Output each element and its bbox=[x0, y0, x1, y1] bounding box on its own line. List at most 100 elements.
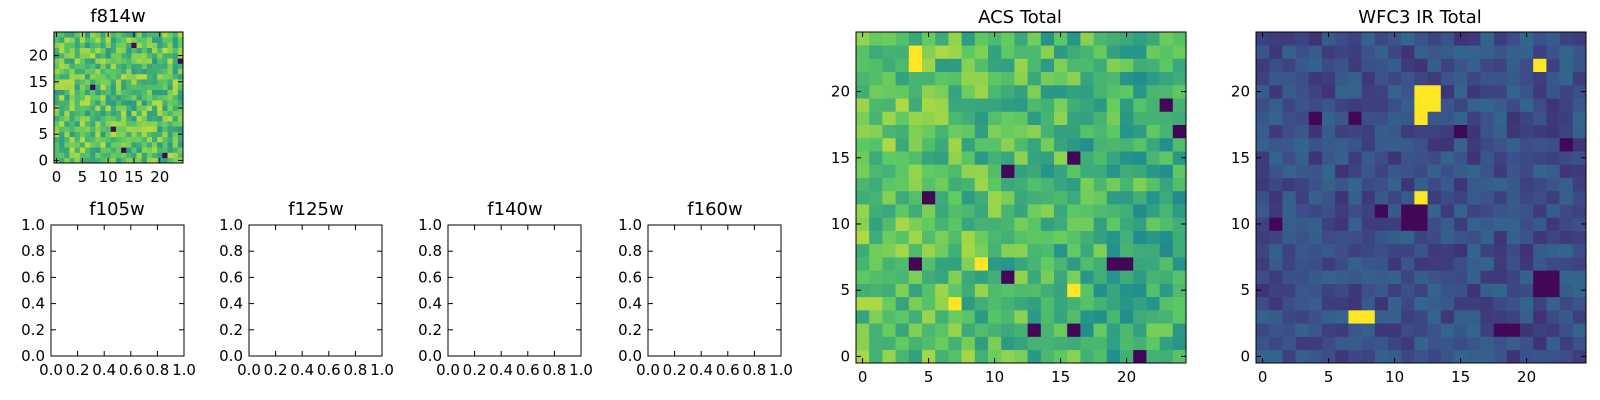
heatmap-cell bbox=[115, 63, 122, 69]
heatmap-cell bbox=[1493, 310, 1508, 324]
heatmap-cell bbox=[869, 98, 883, 112]
heatmap-cell bbox=[172, 157, 179, 164]
heatmap-cell bbox=[64, 42, 70, 49]
heatmap-cell bbox=[1014, 296, 1028, 311]
heatmap-cell bbox=[1146, 164, 1160, 178]
heatmap-cell bbox=[1067, 243, 1081, 258]
heatmap-cell bbox=[152, 105, 158, 111]
heatmap-cell bbox=[1106, 283, 1121, 298]
heatmap-cell bbox=[64, 100, 70, 106]
heatmap-cell bbox=[90, 47, 96, 54]
heatmap-cell bbox=[157, 126, 163, 132]
heatmap-cell bbox=[1427, 257, 1442, 271]
heatmap-cell bbox=[948, 296, 962, 311]
heatmap-cell bbox=[1067, 257, 1081, 271]
heatmap-cell bbox=[1533, 349, 1547, 364]
heatmap-cell bbox=[167, 126, 173, 132]
heatmap-cell bbox=[1427, 336, 1442, 351]
heatmap-cell bbox=[1027, 243, 1042, 258]
heatmap-cell bbox=[974, 124, 989, 139]
heatmap-cell bbox=[974, 217, 989, 231]
heatmap-cell bbox=[1572, 98, 1587, 112]
heatmap-cell bbox=[131, 63, 137, 69]
heatmap-cell bbox=[935, 111, 949, 125]
heatmap-cell bbox=[115, 105, 122, 111]
heatmap-cell bbox=[126, 136, 132, 143]
heatmap-cell bbox=[922, 296, 936, 311]
heatmap-cell bbox=[1374, 151, 1389, 165]
heatmap-cell bbox=[69, 73, 75, 80]
y-tick-label: 0 bbox=[38, 151, 48, 169]
heatmap-cell bbox=[1414, 71, 1428, 86]
heatmap-cell bbox=[988, 111, 1002, 125]
heatmap-cell bbox=[64, 84, 70, 90]
heatmap-cell bbox=[1295, 151, 1310, 165]
heatmap-cell bbox=[69, 131, 75, 138]
heatmap-cell bbox=[157, 63, 163, 69]
heatmap-cell bbox=[1335, 151, 1349, 165]
heatmap-cell bbox=[1322, 217, 1336, 231]
heatmap-cell bbox=[895, 164, 910, 178]
heatmap-cell bbox=[908, 204, 923, 218]
panel-title-acs-total: ACS Total bbox=[978, 7, 1062, 28]
heatmap-cell bbox=[1093, 124, 1108, 139]
heatmap-cell bbox=[95, 110, 101, 117]
heatmap-cell bbox=[974, 71, 989, 86]
heatmap-cell bbox=[136, 63, 143, 69]
heatmap-cell bbox=[856, 58, 870, 73]
heatmap-cell bbox=[1440, 230, 1455, 245]
heatmap-cell bbox=[1348, 58, 1362, 73]
heatmap-cell bbox=[64, 126, 70, 132]
heatmap-cell bbox=[1308, 296, 1323, 311]
heatmap-cell bbox=[1414, 32, 1428, 46]
heatmap-cell bbox=[1282, 336, 1296, 351]
heatmap-cell bbox=[1506, 349, 1521, 364]
heatmap-cell bbox=[895, 58, 910, 73]
heatmap-cell bbox=[1374, 243, 1389, 258]
heatmap-cell bbox=[948, 151, 962, 165]
y-tick-label: 10 bbox=[1231, 215, 1250, 233]
heatmap-cell bbox=[1256, 177, 1270, 192]
heatmap-cell bbox=[172, 42, 179, 49]
heatmap-cell bbox=[1559, 190, 1574, 205]
heatmap-cell bbox=[1427, 296, 1442, 311]
heatmap-cell bbox=[1308, 45, 1323, 59]
heatmap-cell bbox=[1401, 177, 1415, 192]
heatmap-cell bbox=[131, 115, 137, 122]
heatmap-cell bbox=[1172, 177, 1187, 192]
heatmap-cell bbox=[69, 42, 75, 49]
heatmap-cell bbox=[121, 142, 127, 148]
heatmap-cell bbox=[1027, 230, 1042, 245]
heatmap-cell bbox=[988, 283, 1002, 298]
heatmap-cell bbox=[95, 42, 101, 49]
heatmap-cell bbox=[1159, 217, 1174, 231]
heatmap-cell bbox=[1467, 58, 1481, 73]
heatmap-cell bbox=[1414, 283, 1428, 298]
heatmap-cell bbox=[1282, 98, 1296, 112]
heatmap-cell bbox=[121, 63, 127, 69]
y-tick-label: 0.2 bbox=[618, 321, 642, 339]
heatmap-cell bbox=[1520, 204, 1534, 218]
heatmap-cell bbox=[1120, 177, 1134, 192]
heatmap-cell bbox=[1040, 45, 1055, 59]
heatmap-cell bbox=[1172, 190, 1187, 205]
heatmap-cell bbox=[1467, 137, 1481, 152]
heatmap-cell bbox=[882, 45, 896, 59]
heatmap-cell bbox=[136, 94, 143, 101]
heatmap-cell bbox=[1361, 177, 1376, 192]
heatmap-cell bbox=[869, 190, 883, 205]
heatmap-cell bbox=[1133, 124, 1147, 139]
heatmap-cell bbox=[1401, 84, 1415, 99]
heatmap-cell bbox=[1080, 336, 1094, 351]
heatmap-cell bbox=[1520, 257, 1534, 271]
axes-frame-f105w bbox=[50, 224, 185, 357]
heatmap-cell bbox=[1480, 336, 1494, 351]
heatmap-cell bbox=[141, 47, 148, 54]
heatmap-cell bbox=[948, 137, 962, 152]
heatmap-cell bbox=[895, 32, 910, 46]
heatmap-cell bbox=[1172, 45, 1187, 59]
heatmap-cell bbox=[79, 42, 86, 49]
heatmap-cell bbox=[974, 32, 989, 46]
heatmap-cell bbox=[1520, 310, 1534, 324]
heatmap-cell bbox=[121, 147, 127, 153]
